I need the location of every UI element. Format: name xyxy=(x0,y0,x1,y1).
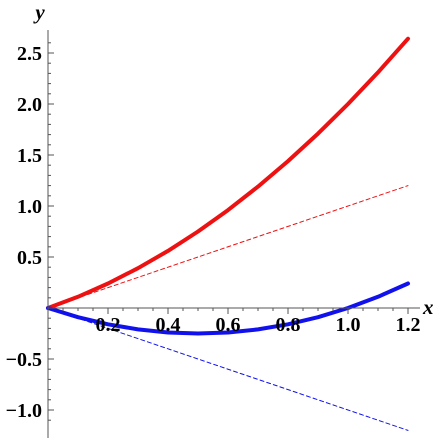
red-solid-series-line xyxy=(46,36,410,310)
blue-dashed-series-line xyxy=(47,307,409,431)
y-axis-title: y xyxy=(32,0,45,24)
y-tick-label: −0.5 xyxy=(6,349,42,371)
x-tick-label: 0.2 xyxy=(96,314,121,336)
x-tick-label: 0.8 xyxy=(276,314,301,336)
series-layer xyxy=(46,36,410,431)
x-tick-label: 0.4 xyxy=(156,314,181,336)
red-dashed-series-line xyxy=(47,185,409,309)
x-axis-title: x xyxy=(422,295,434,319)
axes-layer xyxy=(47,30,420,438)
y-tick-label: 2.0 xyxy=(17,94,42,116)
x-tick-label: 1.2 xyxy=(396,314,421,336)
x-tick-label: 1.0 xyxy=(336,314,361,336)
labels-layer: 0.2 0.4 0.6 0.8 1.0 1.2 2.5 2.0 1.5 1.0 0.5 −0.5 −1.… xyxy=(6,43,421,422)
y-tick-label: 1.5 xyxy=(17,145,42,167)
x-tick-label: 0.6 xyxy=(216,314,241,336)
y-tick-label: 0.5 xyxy=(17,247,42,269)
y-tick-label: 1.0 xyxy=(17,196,42,218)
y-tick-label: 2.5 xyxy=(17,43,42,65)
y-tick-label: −1.0 xyxy=(6,400,42,422)
